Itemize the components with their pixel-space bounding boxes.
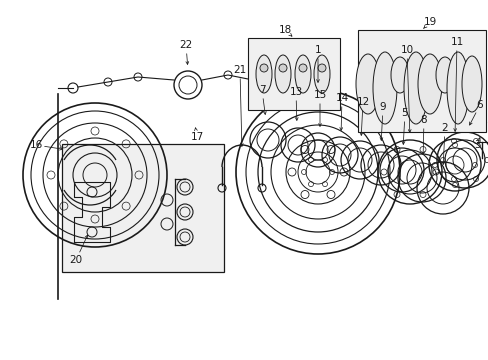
Ellipse shape [372, 52, 396, 124]
Ellipse shape [355, 54, 379, 114]
Text: 7: 7 [258, 85, 265, 95]
Ellipse shape [461, 56, 481, 112]
Bar [247, 38, 339, 110]
Text: 13: 13 [289, 87, 302, 97]
Text: 15: 15 [313, 90, 326, 100]
Ellipse shape [417, 54, 441, 114]
Text: 6: 6 [476, 100, 482, 110]
Ellipse shape [435, 57, 453, 93]
Circle shape [317, 64, 325, 72]
Text: 21: 21 [233, 65, 246, 75]
Ellipse shape [274, 55, 290, 93]
Text: 2: 2 [441, 123, 447, 133]
Text: 16: 16 [29, 140, 42, 150]
Circle shape [279, 64, 286, 72]
Bar [62, 144, 224, 272]
Text: 1: 1 [314, 45, 321, 55]
Circle shape [260, 64, 267, 72]
Circle shape [298, 64, 306, 72]
Bar [357, 30, 485, 132]
Ellipse shape [446, 52, 468, 124]
Text: 19: 19 [423, 17, 436, 27]
Text: 8: 8 [420, 115, 427, 125]
Text: 5: 5 [401, 108, 407, 118]
Text: 11: 11 [449, 37, 463, 47]
Text: 22: 22 [179, 40, 192, 50]
Text: 3: 3 [473, 140, 479, 150]
Text: 12: 12 [356, 97, 369, 107]
Ellipse shape [256, 55, 271, 93]
Text: 17: 17 [190, 132, 203, 142]
Text: 14: 14 [335, 93, 348, 103]
Text: 18: 18 [278, 25, 291, 35]
Ellipse shape [294, 55, 310, 93]
Ellipse shape [313, 55, 329, 93]
Ellipse shape [403, 52, 427, 124]
Ellipse shape [390, 57, 408, 93]
Text: 20: 20 [69, 255, 82, 265]
Text: 10: 10 [400, 45, 413, 55]
Text: 9: 9 [379, 102, 386, 112]
